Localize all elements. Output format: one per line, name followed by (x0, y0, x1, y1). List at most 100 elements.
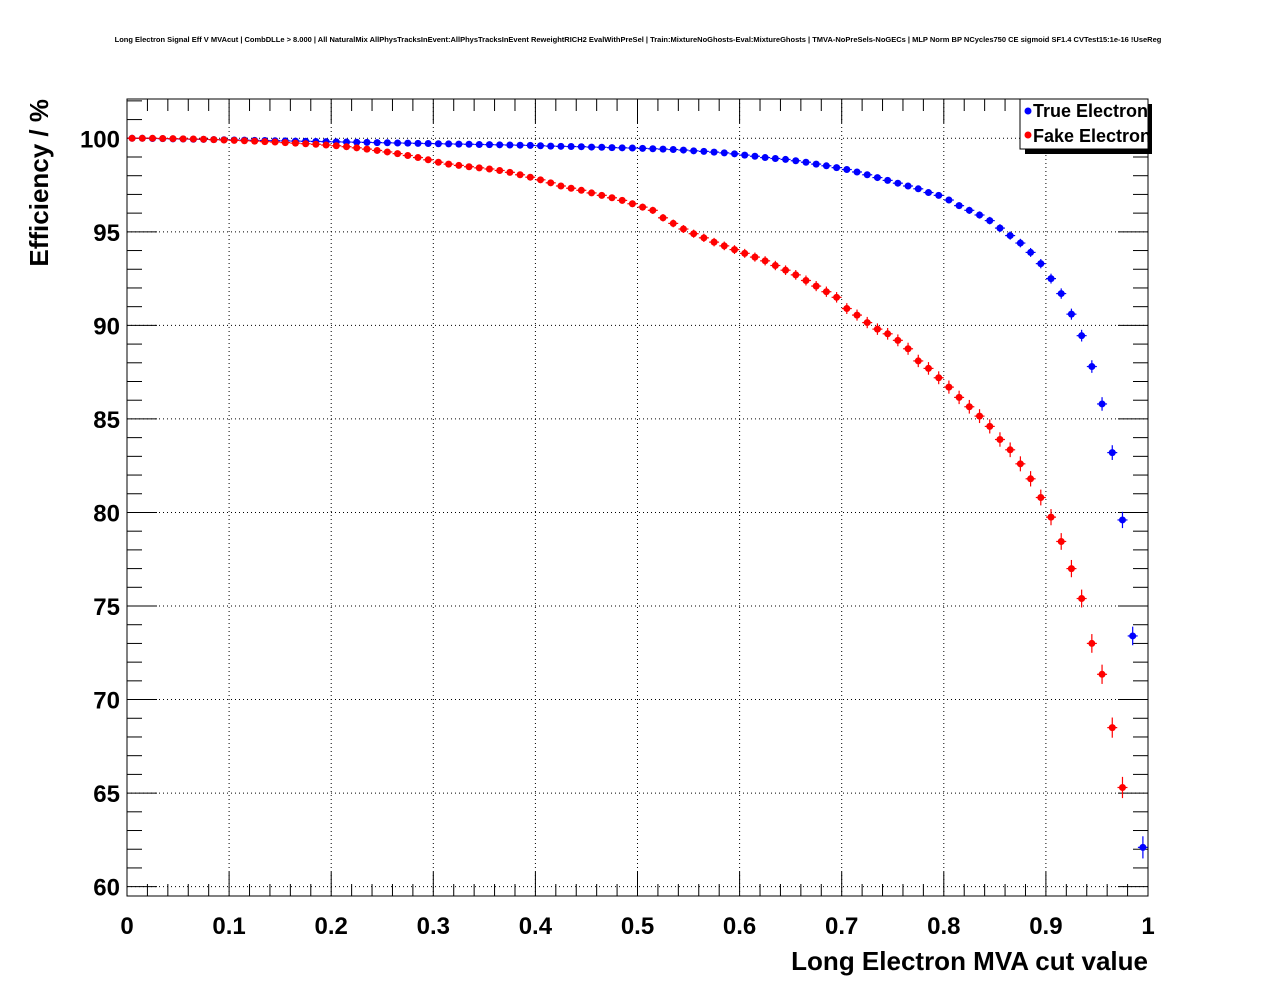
data-point (445, 160, 453, 168)
data-point (986, 217, 994, 225)
data-point (526, 141, 534, 149)
data-point (312, 140, 320, 148)
data-point (976, 211, 984, 219)
data-point (720, 242, 728, 250)
data-point (291, 139, 299, 147)
data-point (1016, 460, 1024, 468)
data-point (1006, 232, 1014, 240)
data-point (516, 141, 524, 149)
data-point (792, 271, 800, 279)
data-point (434, 158, 442, 166)
data-point (792, 157, 800, 165)
data-point (506, 168, 514, 176)
data-point (343, 143, 351, 151)
data-point (588, 143, 596, 151)
data-point (373, 139, 381, 147)
data-point (424, 140, 432, 148)
data-point (1006, 446, 1014, 454)
data-point (730, 246, 738, 254)
data-point (741, 249, 749, 257)
x-tick-label: 0.5 (621, 913, 654, 940)
data-point (1067, 565, 1075, 573)
x-tick-label: 0.6 (723, 913, 756, 940)
data-point (230, 136, 238, 144)
data-point (690, 147, 698, 155)
data-point (833, 164, 841, 172)
data-point (475, 164, 483, 172)
data-point (710, 238, 718, 246)
data-point (843, 305, 851, 313)
data-point (598, 143, 606, 151)
data-point (976, 412, 984, 420)
data-point (639, 203, 647, 211)
data-point (955, 202, 963, 210)
data-points (127, 134, 1148, 859)
data-point (547, 142, 555, 150)
data-point (679, 146, 687, 154)
data-point (914, 357, 922, 365)
data-point (1027, 475, 1035, 483)
data-point (567, 184, 575, 192)
data-point (618, 144, 626, 152)
data-point (710, 148, 718, 156)
data-point (873, 325, 881, 333)
data-point (1078, 595, 1086, 603)
data-point (996, 436, 1004, 444)
y-tick-label: 60 (93, 875, 120, 902)
data-point (782, 266, 790, 274)
data-point (455, 161, 463, 169)
legend-label-fake-electron: Fake Electron (1033, 126, 1151, 146)
data-point (618, 196, 626, 204)
data-point (935, 374, 943, 382)
data-point (404, 139, 412, 147)
x-tick-label: 0.3 (417, 913, 450, 940)
data-point (200, 135, 208, 143)
data-point (802, 276, 810, 284)
data-point (608, 144, 616, 152)
data-point (373, 146, 381, 154)
data-point (649, 145, 657, 153)
data-point (353, 144, 361, 152)
data-point (1057, 537, 1065, 545)
data-point (281, 139, 289, 147)
series-fake-electron (127, 134, 1128, 799)
y-tick-label: 75 (93, 594, 120, 621)
data-point (659, 214, 667, 222)
data-point (965, 403, 973, 411)
data-point (761, 154, 769, 162)
x-tick-label: 0.8 (927, 913, 960, 940)
data-point (720, 149, 728, 157)
data-point (363, 145, 371, 153)
data-point (1027, 248, 1035, 256)
data-point (567, 143, 575, 151)
data-point (771, 154, 779, 162)
data-point (843, 166, 851, 174)
data-point (782, 155, 790, 163)
plot-frame (126, 98, 1149, 897)
data-point (475, 140, 483, 148)
data-point (884, 176, 892, 184)
data-point (1118, 516, 1126, 524)
x-tick-labels: 0 0.1 0.2 0.3 0.4 0.5 0.6 0.7 0.8 0.9 1 (120, 913, 1154, 940)
data-point (751, 152, 759, 160)
data-point (894, 179, 902, 187)
x-tick-label: 0.1 (212, 913, 245, 940)
data-point (822, 288, 830, 296)
data-point (965, 206, 973, 214)
data-point (465, 140, 473, 148)
data-point (945, 383, 953, 391)
data-point (1047, 513, 1055, 521)
data-point (741, 151, 749, 159)
data-point (628, 144, 636, 152)
data-point (863, 319, 871, 327)
data-point (955, 393, 963, 401)
data-point (547, 179, 555, 187)
data-point (210, 136, 218, 144)
data-point (1139, 843, 1147, 851)
data-point (220, 136, 228, 144)
data-point (996, 224, 1004, 232)
data-point (363, 138, 371, 146)
data-point (1118, 783, 1126, 791)
data-point (414, 139, 422, 147)
